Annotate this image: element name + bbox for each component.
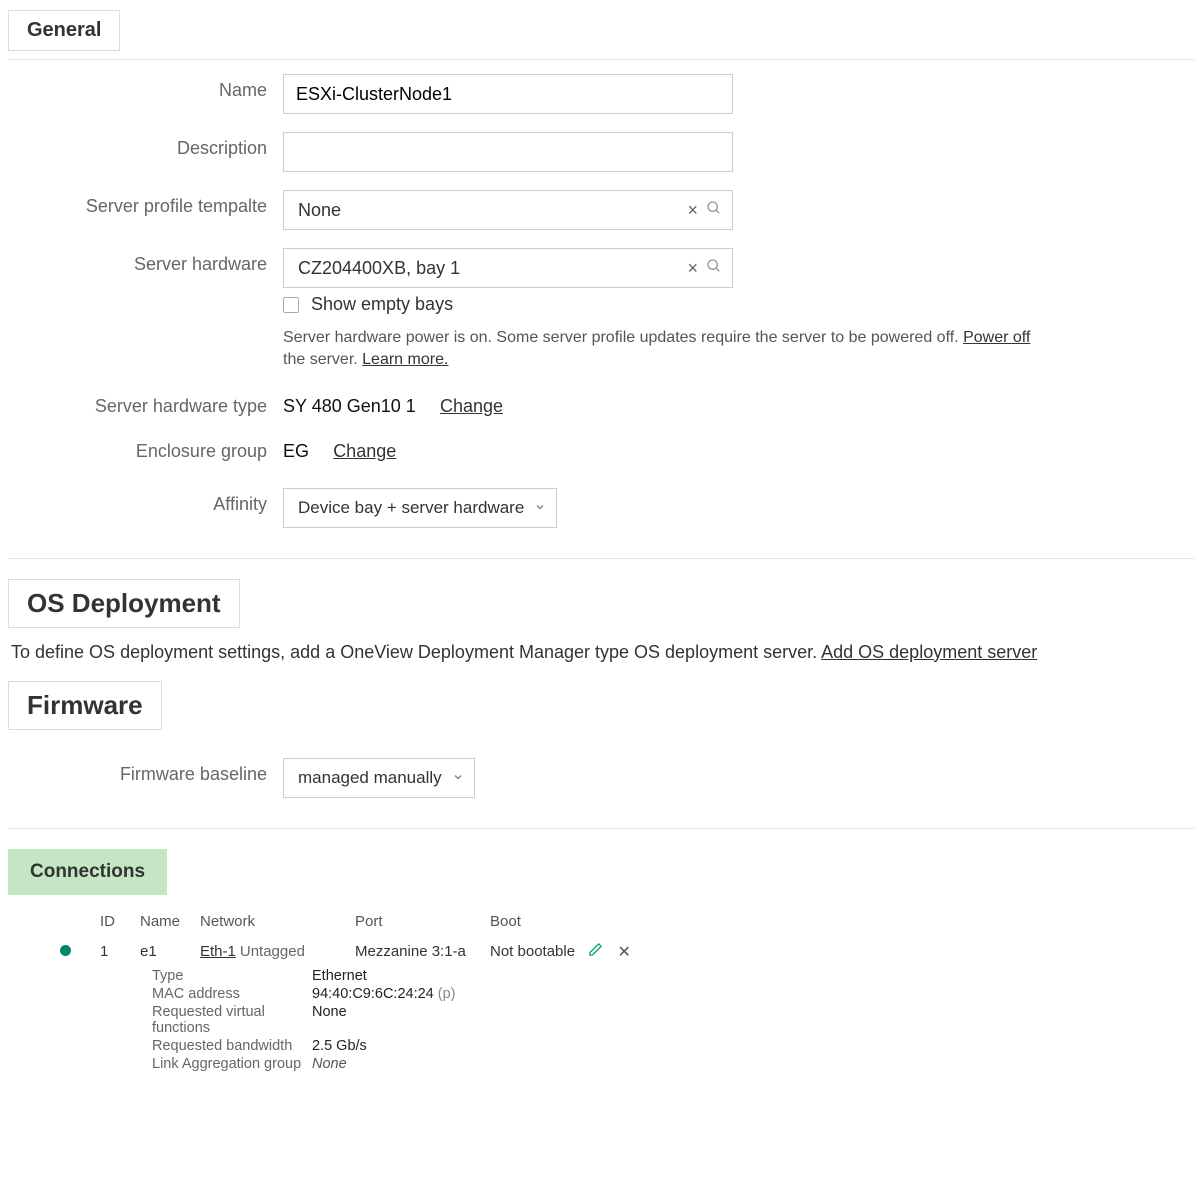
divider — [8, 828, 1195, 829]
divider — [8, 59, 1195, 60]
conn-network-tag: Untagged — [240, 943, 305, 960]
clear-icon[interactable]: × — [683, 258, 702, 279]
search-icon[interactable] — [702, 200, 726, 221]
firmware-baseline-select[interactable]: managed manually — [283, 758, 475, 798]
col-id: ID — [100, 913, 140, 930]
col-name: Name — [140, 913, 200, 930]
affinity-label: Affinity — [8, 488, 283, 515]
conn-id: 1 — [100, 943, 140, 960]
hw-type-value: SY 480 Gen10 1 — [283, 390, 416, 417]
conn-port: Mezzanine 3:1-a — [355, 943, 490, 960]
firmware-baseline-label: Firmware baseline — [8, 758, 283, 785]
clear-icon[interactable]: × — [683, 200, 702, 221]
hardware-value: CZ204400XB, bay 1 — [298, 258, 683, 279]
firmware-baseline-value: managed manually — [298, 768, 442, 788]
name-label: Name — [8, 74, 283, 101]
connection-details: TypeEthernet MAC address94:40:C9:6C:24:2… — [152, 968, 1195, 1072]
connections-table-header: ID Name Network Port Boot — [60, 913, 1195, 930]
section-header-general: General — [8, 10, 120, 51]
learn-more-link[interactable]: Learn more. — [362, 351, 448, 368]
delete-icon[interactable]: ✕ — [617, 944, 630, 961]
hardware-label: Server hardware — [8, 248, 283, 275]
section-header-firmware: Firmware — [8, 681, 162, 730]
hw-type-change-link[interactable]: Change — [440, 396, 503, 416]
status-dot-icon — [60, 945, 71, 956]
col-port: Port — [355, 913, 490, 930]
template-label: Server profile tempalte — [8, 190, 283, 217]
name-input[interactable] — [283, 74, 733, 114]
conn-network-link[interactable]: Eth-1 — [200, 943, 236, 960]
show-empty-bays-label: Show empty bays — [311, 294, 453, 315]
affinity-select[interactable]: Device bay + server hardware — [283, 488, 557, 528]
divider — [8, 558, 1195, 559]
section-header-connections: Connections — [8, 849, 167, 895]
col-network: Network — [200, 913, 355, 930]
conn-boot: Not bootable — [490, 943, 588, 960]
description-input[interactable] — [283, 132, 733, 172]
add-os-deployment-link[interactable]: Add OS deployment server — [821, 642, 1037, 662]
chevron-down-icon — [452, 768, 464, 788]
chevron-down-icon — [534, 498, 546, 518]
connection-row: 1 e1 Eth-1Untagged Mezzanine 3:1-a Not b… — [60, 942, 1195, 962]
col-boot: Boot — [490, 913, 588, 930]
os-deployment-text: To define OS deployment settings, add a … — [11, 642, 1195, 663]
affinity-value: Device bay + server hardware — [298, 498, 524, 518]
template-value: None — [298, 200, 683, 221]
search-icon[interactable] — [702, 258, 726, 279]
enclosure-group-label: Enclosure group — [8, 435, 283, 462]
edit-icon[interactable] — [588, 944, 607, 961]
template-combo[interactable]: None × — [283, 190, 733, 230]
hardware-combo[interactable]: CZ204400XB, bay 1 × — [283, 248, 733, 288]
enclosure-group-value: EG — [283, 435, 309, 462]
show-empty-bays-checkbox[interactable] — [283, 297, 299, 313]
hw-type-label: Server hardware type — [8, 390, 283, 417]
description-label: Description — [8, 132, 283, 159]
enclosure-group-change-link[interactable]: Change — [333, 441, 396, 461]
section-header-os-deployment: OS Deployment — [8, 579, 240, 628]
hardware-power-helper: Server hardware power is on. Some server… — [283, 327, 1043, 372]
conn-name: e1 — [140, 943, 200, 960]
power-off-link[interactable]: Power off — [963, 329, 1030, 346]
